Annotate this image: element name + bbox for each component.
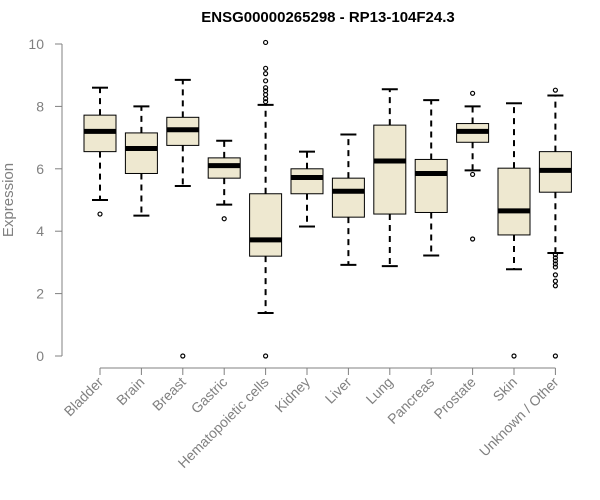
box-hematopoietic-cells	[249, 39, 283, 359]
box-bladder	[83, 86, 117, 217]
outlier-point	[263, 85, 269, 91]
y-axis-label: Expression	[0, 163, 17, 237]
box-prostate	[456, 90, 490, 242]
outlier-point	[263, 39, 269, 46]
box-unknown-other	[538, 87, 572, 359]
x-tick-label: Lung	[363, 374, 396, 407]
box-brain	[124, 105, 158, 217]
outlier-point	[97, 211, 103, 217]
outlier-point	[552, 264, 559, 270]
x-tick-label: Kidney	[272, 374, 314, 416]
y-tick-label: 4	[36, 223, 44, 239]
outlier-point	[470, 171, 476, 178]
x-tick-label: Breast	[149, 374, 189, 414]
box-lung	[373, 88, 407, 268]
outlier-point	[470, 236, 476, 242]
outlier-point	[552, 87, 559, 93]
y-tick-label: 2	[36, 286, 44, 302]
iqr-box	[414, 158, 448, 213]
outlier-point	[552, 283, 559, 289]
outlier-point	[552, 258, 559, 264]
outlier-point	[221, 216, 227, 222]
y-tick-label: 8	[36, 98, 44, 114]
x-tick-label: Unknown / Other	[476, 374, 562, 460]
outlier-point	[263, 95, 269, 102]
box-skin	[497, 102, 531, 359]
outlier-point	[263, 71, 269, 77]
y-tick-label: 0	[36, 348, 44, 364]
outlier-point	[552, 272, 559, 278]
outlier-point	[263, 78, 269, 84]
boxes-group	[83, 39, 572, 359]
outlier-point	[470, 90, 476, 96]
outlier-point	[552, 252, 559, 258]
box-gastric	[207, 139, 241, 222]
box-breast	[166, 78, 200, 359]
y-tick-label: 6	[36, 161, 44, 177]
outlier-point	[263, 65, 269, 71]
iqr-box	[331, 177, 365, 218]
y-tick-label: 10	[28, 36, 44, 52]
x-tick-label: Prostate	[431, 374, 479, 422]
outlier-point	[552, 353, 559, 359]
outlier-point	[552, 278, 559, 284]
box-pancreas	[414, 99, 448, 257]
outlier-point	[552, 255, 559, 261]
box-kidney	[290, 150, 324, 228]
x-tick-label: Bladder	[61, 374, 107, 420]
outlier-point	[263, 91, 269, 98]
x-tick-label: Brain	[113, 374, 147, 408]
x-tick-label: Liver	[322, 374, 355, 407]
outlier-point	[511, 353, 517, 359]
outlier-point	[552, 261, 559, 267]
outlier-point	[263, 99, 269, 105]
iqr-box	[124, 132, 158, 174]
iqr-box	[373, 124, 407, 215]
outlier-point	[263, 353, 269, 359]
box-liver	[331, 133, 365, 266]
iqr-box	[249, 193, 283, 257]
y-axis: 0 2 4 6 8 10	[28, 36, 63, 364]
iqr-box	[497, 167, 531, 236]
iqr-box	[290, 168, 324, 195]
chart-title: ENSG00000265298 - RP13-104F24.3	[201, 9, 455, 26]
x-tick-label: Skin	[490, 374, 521, 405]
outlier-point	[180, 353, 186, 359]
